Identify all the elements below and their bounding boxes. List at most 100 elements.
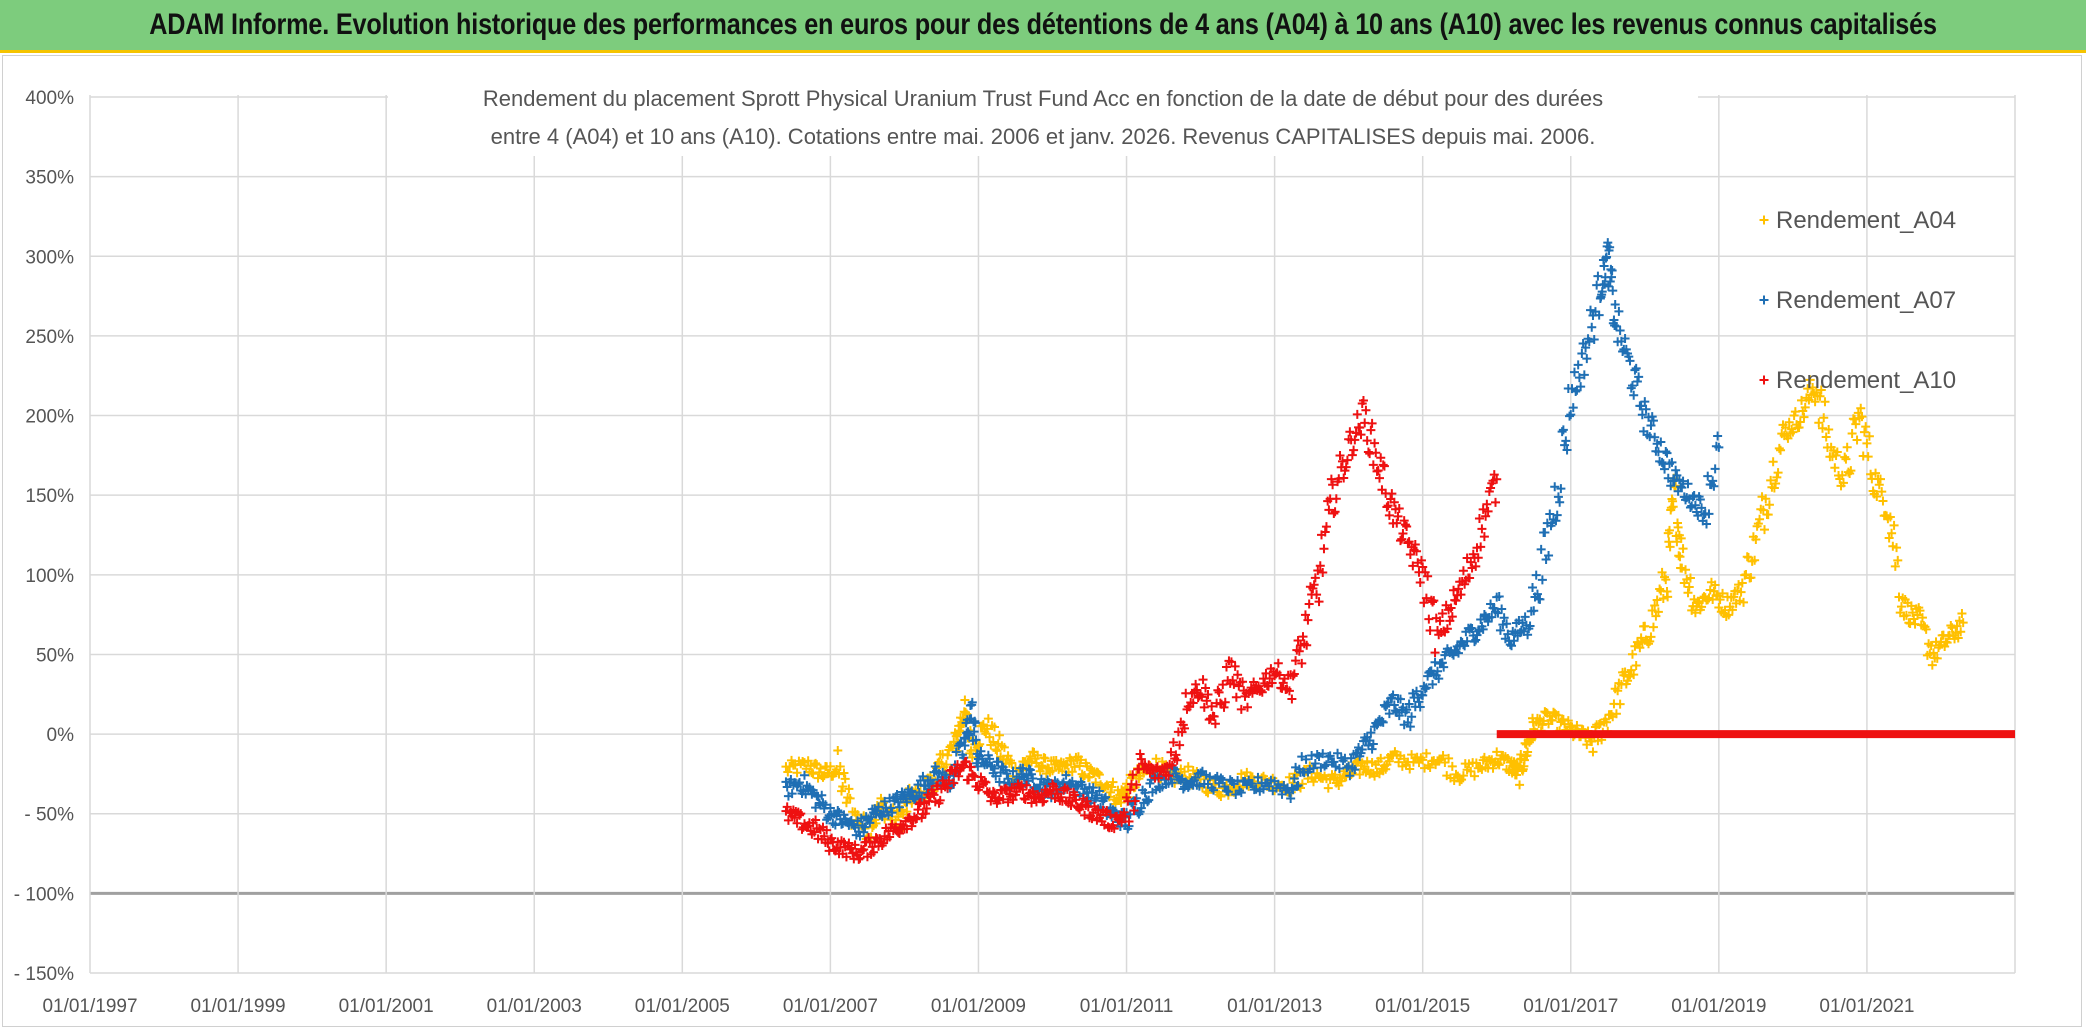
- data-point: [999, 742, 1009, 752]
- data-point: [1335, 450, 1345, 460]
- data-point: [1312, 590, 1322, 600]
- data-point: [1603, 281, 1613, 291]
- data-point: [1486, 483, 1496, 493]
- data-point: [1593, 271, 1603, 281]
- data-point: [1456, 590, 1466, 600]
- data-point: [1671, 465, 1681, 475]
- data-point: [1183, 782, 1193, 792]
- data-point: [1345, 427, 1355, 437]
- data-point: [833, 745, 843, 755]
- data-point: [1814, 418, 1824, 428]
- data-point: [1379, 461, 1389, 471]
- data-point: [859, 827, 869, 837]
- data-point: [1492, 747, 1502, 757]
- data-point: [1483, 506, 1493, 516]
- data-point: [894, 828, 904, 838]
- data-point: [1481, 511, 1491, 521]
- data-point: [1418, 562, 1428, 572]
- data-point: [1202, 696, 1212, 706]
- data-point: [1003, 797, 1013, 807]
- data-point: [1318, 749, 1328, 759]
- data-point: [1180, 723, 1190, 733]
- data-point: [1214, 790, 1224, 800]
- data-point: [1449, 585, 1459, 595]
- data-point: [1437, 658, 1447, 668]
- data-point: [1446, 603, 1456, 613]
- data-point: [1315, 561, 1325, 571]
- data-point: [1460, 641, 1470, 651]
- data-point: [1289, 773, 1299, 783]
- data-point: [1027, 769, 1037, 779]
- data-point: [1278, 678, 1288, 688]
- data-point: [1492, 474, 1502, 484]
- data-point: [1061, 770, 1071, 780]
- data-point: [1273, 658, 1283, 668]
- data-point: [1221, 662, 1231, 672]
- data-point: [1507, 641, 1517, 651]
- data-point: [1038, 761, 1048, 771]
- data-point: [1366, 425, 1376, 435]
- data-point: [1275, 670, 1285, 680]
- data-point: [1107, 782, 1117, 792]
- data-point: [1784, 417, 1794, 427]
- chart-title: Rendement du placement Sprott Physical U…: [483, 86, 1603, 111]
- data-point: [1572, 720, 1582, 730]
- data-point: [1439, 662, 1449, 672]
- data-point: [1377, 716, 1387, 726]
- data-point: [1494, 592, 1504, 602]
- data-point: [1816, 385, 1826, 395]
- data-point: [1136, 754, 1146, 764]
- data-point: [1421, 683, 1431, 693]
- data-point: [1465, 573, 1475, 583]
- data-point: [817, 790, 827, 800]
- data-point: [1333, 748, 1343, 758]
- data-point: [1330, 507, 1340, 517]
- data-point: [1621, 344, 1631, 354]
- data-point: [1658, 593, 1668, 603]
- data-point: [954, 771, 964, 781]
- data-point: [976, 746, 986, 756]
- data-point: [1631, 661, 1641, 671]
- data-point: [1003, 774, 1013, 784]
- data-point: [1520, 755, 1529, 765]
- data-point: [1375, 473, 1384, 483]
- data-point: [1535, 594, 1545, 604]
- data-point: [1325, 751, 1335, 761]
- data-point: [1216, 773, 1226, 783]
- data-point: [1819, 413, 1829, 423]
- data-point: [1051, 784, 1061, 794]
- data-point: [955, 727, 965, 737]
- data-point: [1820, 397, 1830, 407]
- data-point: [894, 802, 904, 812]
- data-point: [955, 739, 965, 749]
- data-point: [1362, 436, 1372, 446]
- data-point: [1650, 432, 1660, 442]
- data-point: [1433, 666, 1442, 676]
- data-point: [1830, 463, 1840, 473]
- data-point: [1109, 824, 1119, 834]
- data-point: [1690, 608, 1700, 618]
- data-point: [1794, 422, 1804, 432]
- data-point: [1458, 771, 1468, 781]
- data-point: [902, 807, 912, 817]
- data-point: [1563, 716, 1573, 726]
- data-point: [1408, 561, 1418, 571]
- data-point: [1840, 452, 1850, 462]
- data-point: [1247, 688, 1257, 698]
- data-point: [1862, 438, 1872, 448]
- data-point: [1915, 606, 1925, 616]
- data-point: [1724, 610, 1734, 620]
- data-point: [1362, 756, 1372, 766]
- data-point: [1378, 460, 1388, 470]
- data-point: [869, 847, 879, 857]
- data-point: [1124, 816, 1134, 826]
- data-point: [827, 833, 837, 843]
- data-point: [1346, 770, 1356, 780]
- data-point: [1405, 722, 1415, 732]
- data-point: [1151, 754, 1161, 764]
- data-point: [1429, 596, 1439, 606]
- data-point: [1884, 533, 1894, 543]
- data-point: [839, 768, 849, 778]
- data-point: [1697, 602, 1707, 612]
- data-point: [1196, 768, 1206, 778]
